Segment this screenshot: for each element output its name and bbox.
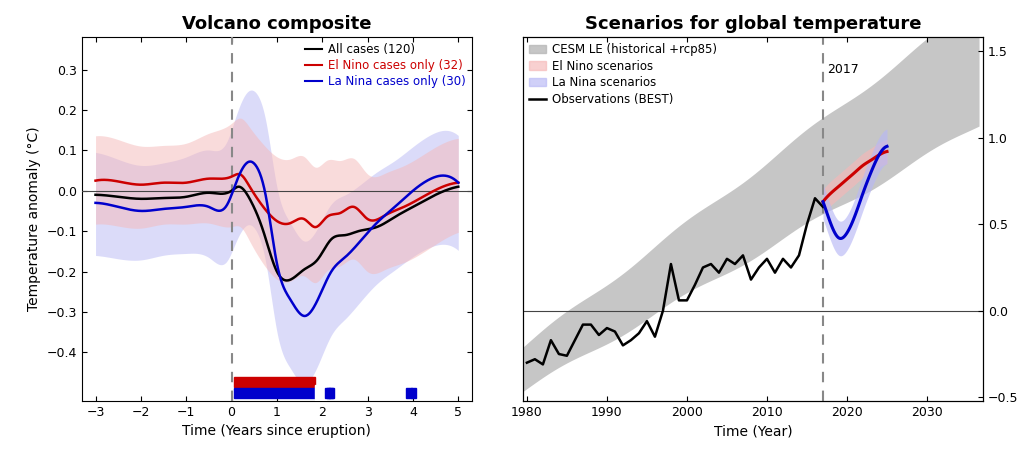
Legend: CESM LE (historical +rcp85), El Nino scenarios, La Nina scenarios, Observations : CESM LE (historical +rcp85), El Nino sce… [528,43,718,106]
Title: Scenarios for global temperature: Scenarios for global temperature [585,15,922,33]
Bar [325,388,330,398]
X-axis label: Time (Year): Time (Year) [714,424,793,438]
X-axis label: Time (Years since eruption): Time (Years since eruption) [182,424,372,438]
Bar [329,388,335,398]
Y-axis label: Temperature anomaly (°C): Temperature anomaly (°C) [27,127,41,311]
Legend: All cases (120), El Nino cases only (32), La Nina cases only (30): All cases (120), El Nino cases only (32)… [304,43,466,88]
Bar [233,377,315,387]
Bar [314,384,326,401]
Bar [233,388,315,398]
Title: Volcano composite: Volcano composite [182,15,372,33]
Text: 2017: 2017 [827,63,859,76]
Bar [411,388,416,398]
Bar [325,388,333,398]
Bar [407,388,412,398]
